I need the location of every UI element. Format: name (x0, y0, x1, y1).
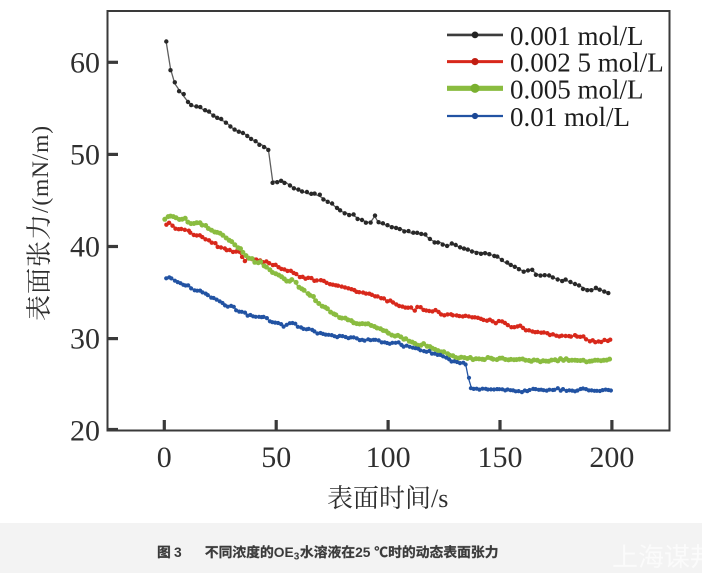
svg-text:0.005 mol/L: 0.005 mol/L (510, 74, 644, 104)
svg-text:0: 0 (157, 441, 172, 474)
svg-text:3: 3 (294, 552, 300, 563)
svg-text:40: 40 (70, 231, 100, 264)
svg-text:0.001 mol/L: 0.001 mol/L (510, 21, 644, 51)
svg-text:30: 30 (70, 323, 100, 356)
svg-text:50: 50 (70, 138, 100, 171)
svg-text:0.002 5 mol/L: 0.002 5 mol/L (510, 48, 664, 78)
svg-text:OE: OE (274, 545, 294, 560)
svg-text:20: 20 (70, 415, 100, 448)
svg-text:/(mN/m): /(mN/m) (28, 125, 54, 213)
svg-text:100: 100 (366, 441, 411, 474)
svg-text:0.01 mol/L: 0.01 mol/L (510, 102, 630, 132)
svg-text:50: 50 (261, 441, 291, 474)
svg-text:/s: /s (431, 484, 448, 513)
svg-text:25: 25 (355, 545, 371, 560)
svg-text:150: 150 (478, 441, 523, 474)
svg-text:60: 60 (70, 46, 100, 79)
svg-text:3: 3 (174, 545, 182, 560)
svg-text:200: 200 (589, 441, 634, 474)
